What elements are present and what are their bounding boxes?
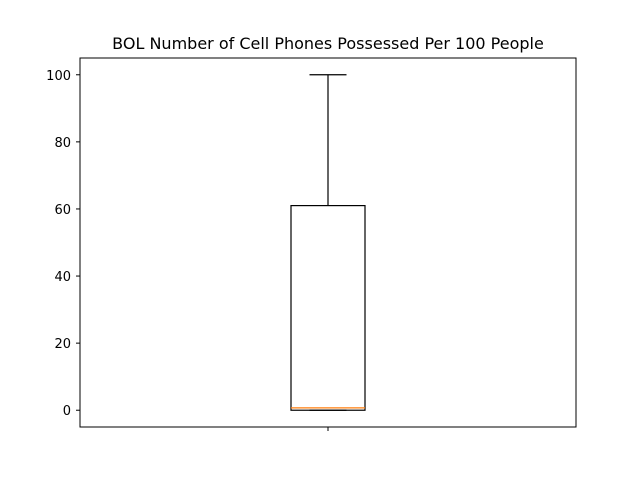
y-tick-label: 0 [63, 404, 71, 419]
y-tick-label: 40 [54, 270, 71, 285]
chart-title: BOL Number of Cell Phones Possessed Per … [112, 34, 544, 53]
y-tick-label: 100 [46, 69, 71, 84]
y-tick-label: 80 [54, 136, 71, 151]
y-tick-label: 60 [54, 203, 71, 218]
box [290, 205, 366, 411]
y-tick-label: 20 [54, 337, 71, 352]
plot-area [290, 74, 366, 411]
axes: 0 20 40 60 80 100 [46, 57, 577, 431]
